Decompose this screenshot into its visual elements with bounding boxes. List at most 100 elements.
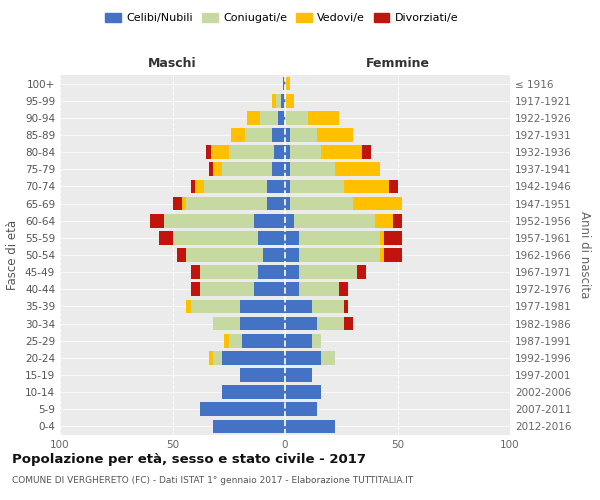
Bar [173, 196, 182, 210]
Bar [150, 214, 163, 228]
Bar [343, 300, 348, 314]
Bar [222, 351, 285, 364]
Bar [213, 316, 240, 330]
Bar [299, 231, 380, 244]
Bar [224, 334, 229, 347]
Bar [267, 196, 285, 210]
Bar [285, 351, 321, 364]
Bar [177, 248, 186, 262]
Bar [343, 316, 353, 330]
Bar [278, 111, 285, 124]
Bar [393, 214, 402, 228]
Bar [285, 316, 317, 330]
Bar [317, 316, 343, 330]
Bar [380, 248, 384, 262]
Bar [258, 266, 285, 279]
Bar [186, 196, 267, 210]
Bar [254, 282, 285, 296]
Text: Maschi: Maschi [148, 57, 197, 70]
Bar [271, 94, 276, 108]
Bar [290, 196, 353, 210]
Bar [312, 300, 343, 314]
Bar [299, 266, 357, 279]
Bar [285, 282, 299, 296]
Bar [339, 282, 348, 296]
Bar [384, 248, 402, 262]
Bar [240, 316, 285, 330]
Bar [285, 334, 312, 347]
Bar [317, 128, 353, 142]
Bar [285, 420, 335, 434]
Bar [213, 162, 222, 176]
Bar [285, 111, 308, 124]
Bar [209, 162, 213, 176]
Bar [285, 368, 312, 382]
Y-axis label: Anni di nascita: Anni di nascita [578, 212, 591, 298]
Bar [335, 162, 380, 176]
Bar [308, 111, 339, 124]
Bar [299, 248, 380, 262]
Bar [361, 146, 371, 159]
Bar [375, 214, 393, 228]
Bar [199, 402, 285, 416]
Bar [163, 214, 254, 228]
Bar [285, 76, 290, 90]
Bar [222, 386, 285, 399]
Bar [274, 146, 285, 159]
Bar [276, 94, 281, 108]
Bar [283, 76, 285, 90]
Bar [321, 351, 335, 364]
Bar [182, 196, 186, 210]
Bar [353, 196, 402, 210]
Bar [209, 351, 213, 364]
Bar [199, 282, 254, 296]
Bar [240, 368, 285, 382]
Bar [213, 420, 285, 434]
Bar [229, 146, 274, 159]
Bar [258, 231, 285, 244]
Bar [254, 214, 285, 228]
Bar [285, 146, 290, 159]
Bar [240, 300, 285, 314]
Bar [285, 94, 294, 108]
Bar [191, 300, 240, 314]
Bar [285, 231, 299, 244]
Bar [285, 162, 290, 176]
Bar [247, 111, 260, 124]
Bar [285, 402, 317, 416]
Bar [231, 128, 245, 142]
Bar [263, 248, 285, 262]
Bar [312, 334, 321, 347]
Bar [285, 300, 312, 314]
Bar [285, 266, 299, 279]
Bar [222, 162, 271, 176]
Bar [199, 266, 258, 279]
Bar [285, 128, 290, 142]
Bar [294, 214, 375, 228]
Bar [173, 231, 258, 244]
Bar [191, 180, 195, 194]
Bar [299, 282, 339, 296]
Bar [285, 196, 290, 210]
Bar [195, 180, 204, 194]
Bar [213, 351, 222, 364]
Text: COMUNE DI VERGHERETO (FC) - Dati ISTAT 1° gennaio 2017 - Elaborazione TUTTITALIA: COMUNE DI VERGHERETO (FC) - Dati ISTAT 1… [12, 476, 413, 485]
Legend: Celibi/Nubili, Coniugati/e, Vedovi/e, Divorziati/e: Celibi/Nubili, Coniugati/e, Vedovi/e, Di… [101, 8, 463, 28]
Bar [229, 334, 242, 347]
Bar [285, 214, 294, 228]
Bar [206, 146, 211, 159]
Bar [271, 162, 285, 176]
Y-axis label: Fasce di età: Fasce di età [7, 220, 19, 290]
Bar [343, 180, 389, 194]
Bar [357, 266, 366, 279]
Bar [281, 94, 285, 108]
Bar [285, 248, 299, 262]
Bar [384, 231, 402, 244]
Bar [321, 146, 361, 159]
Bar [271, 128, 285, 142]
Bar [191, 266, 199, 279]
Bar [290, 128, 317, 142]
Bar [285, 180, 290, 194]
Bar [290, 162, 335, 176]
Bar [211, 146, 229, 159]
